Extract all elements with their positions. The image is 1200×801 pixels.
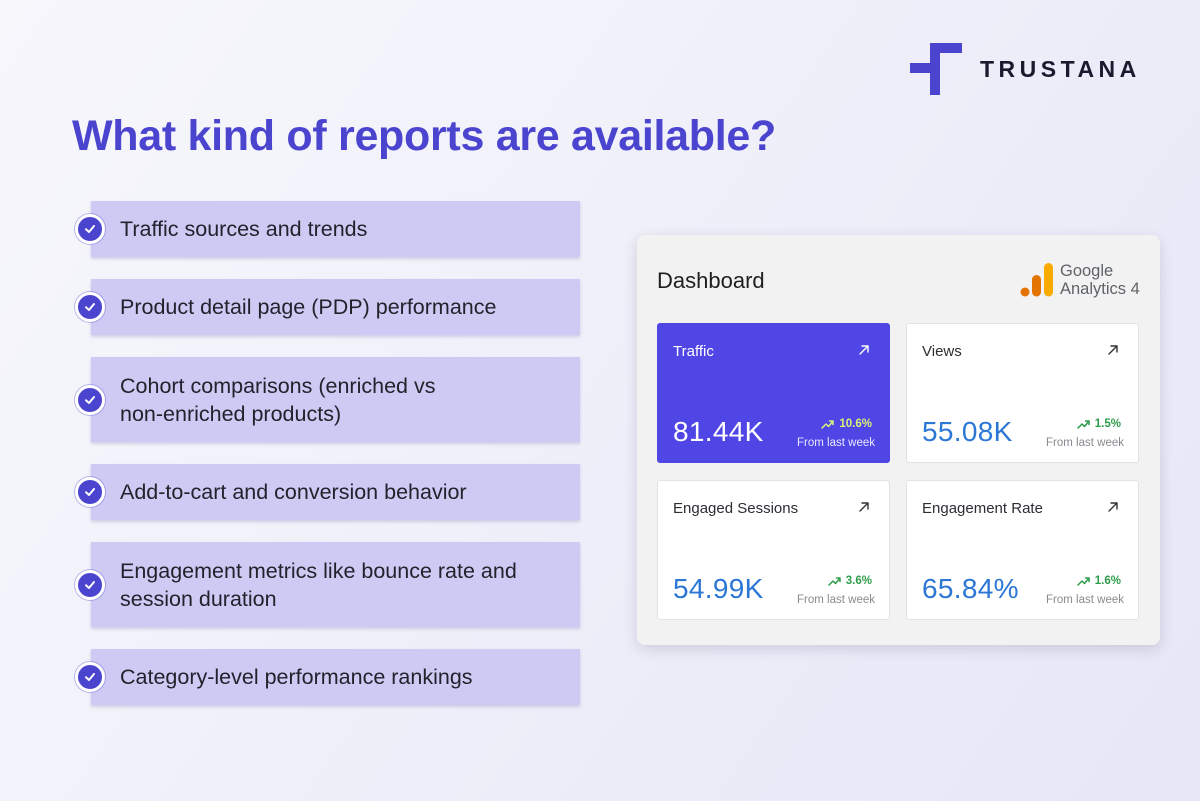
metric-change-value: 1.5%	[1094, 418, 1121, 430]
metric-change-value: 10.6%	[839, 418, 872, 430]
report-item: Engagement metrics like bounce rate and …	[91, 542, 580, 627]
metric-change-value: 3.6%	[845, 575, 872, 587]
check-icon	[75, 385, 105, 415]
trend-up-icon	[1077, 420, 1090, 429]
metric-card-views[interactable]: Views 55.08K 1.5% From last week	[906, 323, 1139, 463]
brand-name: TRUSTANA	[980, 55, 1141, 82]
ga-logo-line2: Analytics 4	[1060, 280, 1140, 298]
metric-value: 55.08K	[922, 416, 1013, 447]
metric-caption: From last week	[797, 594, 875, 606]
google-analytics-icon	[1020, 263, 1053, 297]
arrow-up-right-icon[interactable]	[857, 343, 871, 357]
arrow-up-right-icon[interactable]	[857, 500, 871, 514]
check-icon	[75, 570, 105, 600]
metric-change: 10.6%	[821, 418, 872, 430]
check-icon	[75, 662, 105, 692]
dashboard-title: Dashboard	[657, 268, 765, 293]
report-item: Add-to-cart and conversion behavior	[91, 464, 580, 520]
page-title: What kind of reports are available?	[72, 112, 776, 160]
metric-card-engagement-rate[interactable]: Engagement Rate 65.84% 1.6% From last we…	[906, 480, 1139, 620]
report-item: Category-level performance rankings	[91, 649, 580, 705]
check-icon	[75, 214, 105, 244]
metric-label: Traffic	[673, 343, 714, 360]
report-item: Cohort comparisons (enriched vs non-enri…	[91, 357, 580, 442]
dashboard-card: Dashboard Google Analytics 4 Traffic 81.…	[637, 235, 1160, 645]
report-item: Product detail page (PDP) performance	[91, 279, 580, 335]
report-item: Traffic sources and trends	[91, 201, 580, 257]
metric-value: 54.99K	[673, 573, 764, 604]
metric-change: 3.6%	[828, 575, 872, 587]
arrow-up-right-icon[interactable]	[1106, 343, 1120, 357]
report-item-label: Cohort comparisons (enriched vs non-enri…	[120, 373, 436, 426]
trend-up-icon	[821, 420, 835, 429]
report-item-label: Category-level performance rankings	[120, 665, 473, 689]
metric-label: Engaged Sessions	[673, 500, 799, 517]
trend-up-icon	[828, 577, 841, 586]
report-item-label: Engagement metrics like bounce rate and …	[120, 558, 517, 611]
metric-value: 81.44K	[673, 416, 764, 447]
brand-logo: TRUSTANA	[910, 43, 1141, 95]
metric-card-engaged-sessions[interactable]: Engaged Sessions 54.99K 3.6% From last w…	[657, 480, 890, 620]
metric-caption: From last week	[1046, 437, 1124, 449]
metric-value: 65.84%	[922, 573, 1019, 604]
trend-up-icon	[1077, 577, 1090, 586]
ga-logo-line1: Google	[1060, 262, 1114, 280]
report-item-label: Traffic sources and trends	[120, 217, 368, 241]
metric-caption: From last week	[1046, 594, 1124, 606]
metric-label: Views	[922, 343, 962, 360]
report-item-label: Add-to-cart and conversion behavior	[120, 480, 467, 504]
trustana-logo-icon	[910, 43, 962, 95]
check-icon	[75, 292, 105, 322]
metric-change: 1.6%	[1077, 575, 1121, 587]
check-icon	[75, 477, 105, 507]
metric-change: 1.5%	[1077, 418, 1121, 430]
report-item-label: Product detail page (PDP) performance	[120, 295, 497, 319]
metric-card-traffic[interactable]: Traffic 81.44K 10.6% From last week	[657, 323, 890, 463]
metric-label: Engagement Rate	[922, 500, 1043, 517]
google-analytics-logo: Google Analytics 4	[1020, 262, 1140, 298]
arrow-up-right-icon[interactable]	[1106, 500, 1120, 514]
metric-change-value: 1.6%	[1094, 575, 1121, 587]
metric-caption: From last week	[797, 437, 875, 449]
